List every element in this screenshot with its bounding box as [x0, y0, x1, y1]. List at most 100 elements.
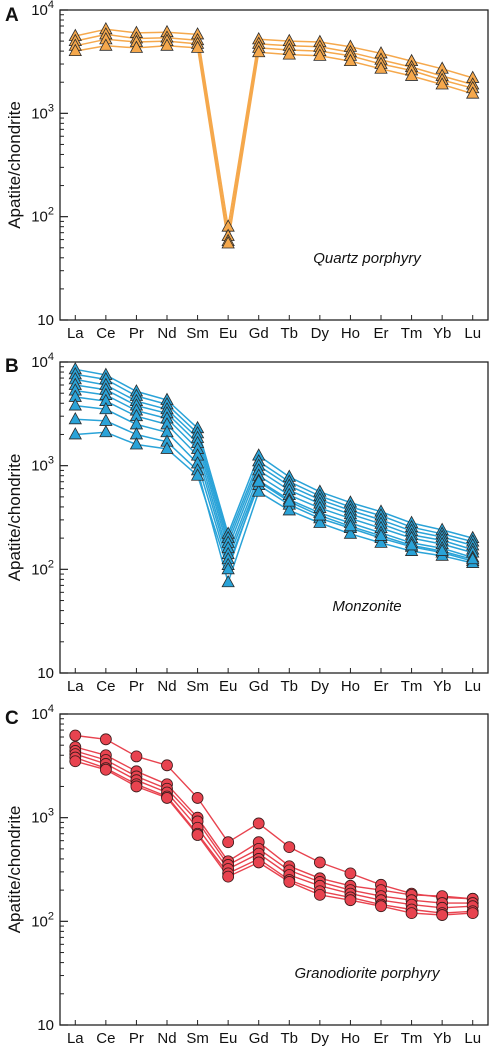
data-point [313, 515, 327, 528]
y-tick-label: 102 [31, 558, 54, 578]
data-point [221, 561, 235, 575]
data-point [344, 894, 357, 907]
data-point [313, 856, 326, 869]
y-tick-label: 103 [31, 102, 54, 122]
panel-letter: B [5, 356, 19, 377]
data-point [130, 750, 143, 763]
data-point [190, 40, 205, 53]
data-point [405, 907, 418, 920]
y-tick-label: 102 [31, 206, 54, 226]
data-point [375, 900, 387, 913]
data-point [222, 870, 235, 883]
chart-panel-b: B Apatite/chondrite 10 102 103 104 La Ce Pr Nd Sm E… [5, 351, 489, 695]
data-point [129, 437, 144, 450]
data-point [222, 836, 235, 849]
x-tick-label: Sm [186, 1030, 209, 1047]
data-point [221, 574, 235, 588]
data-point [161, 792, 173, 804]
series-line [75, 389, 473, 555]
data-point [68, 43, 82, 57]
x-tick-label: Sm [186, 325, 209, 342]
x-tick-label: Dy [311, 1030, 330, 1047]
y-tick-label: 103 [31, 807, 54, 827]
x-tick-label: Pr [129, 678, 144, 695]
data-point [252, 44, 266, 58]
x-tick-label: Ce [96, 678, 115, 695]
data-point [252, 856, 265, 869]
x-tick-label: Eu [219, 1030, 237, 1047]
x-tick-label: Lu [464, 325, 481, 342]
x-tick-label: Tb [281, 1030, 299, 1047]
data-point [343, 526, 358, 539]
data-point [282, 47, 296, 60]
x-tick-label: Er [374, 1030, 389, 1047]
series-line [75, 28, 473, 228]
data-point [374, 61, 388, 74]
x-tick-label: Lu [464, 1030, 481, 1047]
data-point [374, 535, 388, 548]
panel-annotation: Quartz porphyry [313, 250, 422, 267]
data-point [313, 48, 327, 61]
data-point [191, 829, 204, 841]
x-tick-label: Nd [157, 1030, 176, 1047]
series-line [75, 431, 473, 571]
data-point [435, 543, 449, 556]
x-tick-label: Lu [464, 678, 481, 695]
panel-letter: A [5, 5, 19, 26]
data-point [99, 733, 112, 746]
data-point [68, 427, 82, 440]
plot-frame [59, 361, 489, 674]
x-tick-label: Ce [96, 325, 115, 342]
data-point [161, 759, 173, 772]
x-tick-label: Pr [129, 1030, 144, 1047]
data-point [190, 468, 205, 481]
x-tick-label: Tm [401, 1030, 423, 1047]
x-tick-label: Er [374, 678, 389, 695]
data-point [69, 729, 82, 742]
x-tick-label: Nd [157, 678, 176, 695]
x-tick-label: La [67, 325, 84, 342]
x-tick-label: Ho [341, 1030, 360, 1047]
data-point [436, 909, 449, 921]
x-tick-label: Eu [219, 325, 237, 342]
data-point [313, 508, 327, 521]
y-axis-label: Apatite/chondrite [5, 101, 24, 229]
data-point [282, 494, 296, 507]
y-tick-label: 10 [37, 1017, 54, 1034]
data-point [191, 792, 204, 804]
x-tick-label: Tm [401, 325, 423, 342]
x-tick-label: Gd [249, 325, 269, 342]
chart-panel-c: C Apatite/chondrite 10 102 103 104 La Ce Pr Nd Sm E… [5, 703, 489, 1047]
x-tick-label: Yb [433, 1030, 451, 1047]
data-point [99, 424, 113, 438]
chart-panel-a: A Apatite/chondrite 10 102 103 104 La Ce Pr Nd Sm E… [5, 0, 489, 342]
data-point [466, 86, 480, 99]
data-point [374, 528, 388, 541]
x-tick-label: Dy [311, 325, 330, 342]
data-point [69, 755, 82, 768]
data-point [313, 888, 326, 901]
panel-letter: C [5, 708, 19, 729]
data-point [283, 841, 296, 854]
data-point [99, 38, 113, 51]
data-point [283, 876, 296, 888]
x-tick-label: Gd [249, 1030, 269, 1047]
data-point [282, 503, 296, 516]
x-tick-label: Er [374, 325, 389, 342]
data-point [68, 398, 82, 411]
data-point [160, 38, 174, 51]
data-point [221, 236, 235, 249]
data-point [435, 77, 449, 90]
y-tick-label: 104 [31, 703, 54, 723]
x-tick-label: Sm [186, 678, 209, 695]
y-axis-label: Apatite/chondrite [5, 806, 24, 934]
plot-frame [59, 713, 489, 1026]
y-tick-label: 103 [31, 455, 54, 475]
data-point [466, 907, 479, 920]
x-tick-label: Pr [129, 325, 144, 342]
panel-annotation: Granodiorite porphyry [294, 965, 441, 982]
x-tick-label: Dy [311, 678, 330, 695]
data-point [252, 817, 265, 830]
data-point [129, 40, 144, 53]
